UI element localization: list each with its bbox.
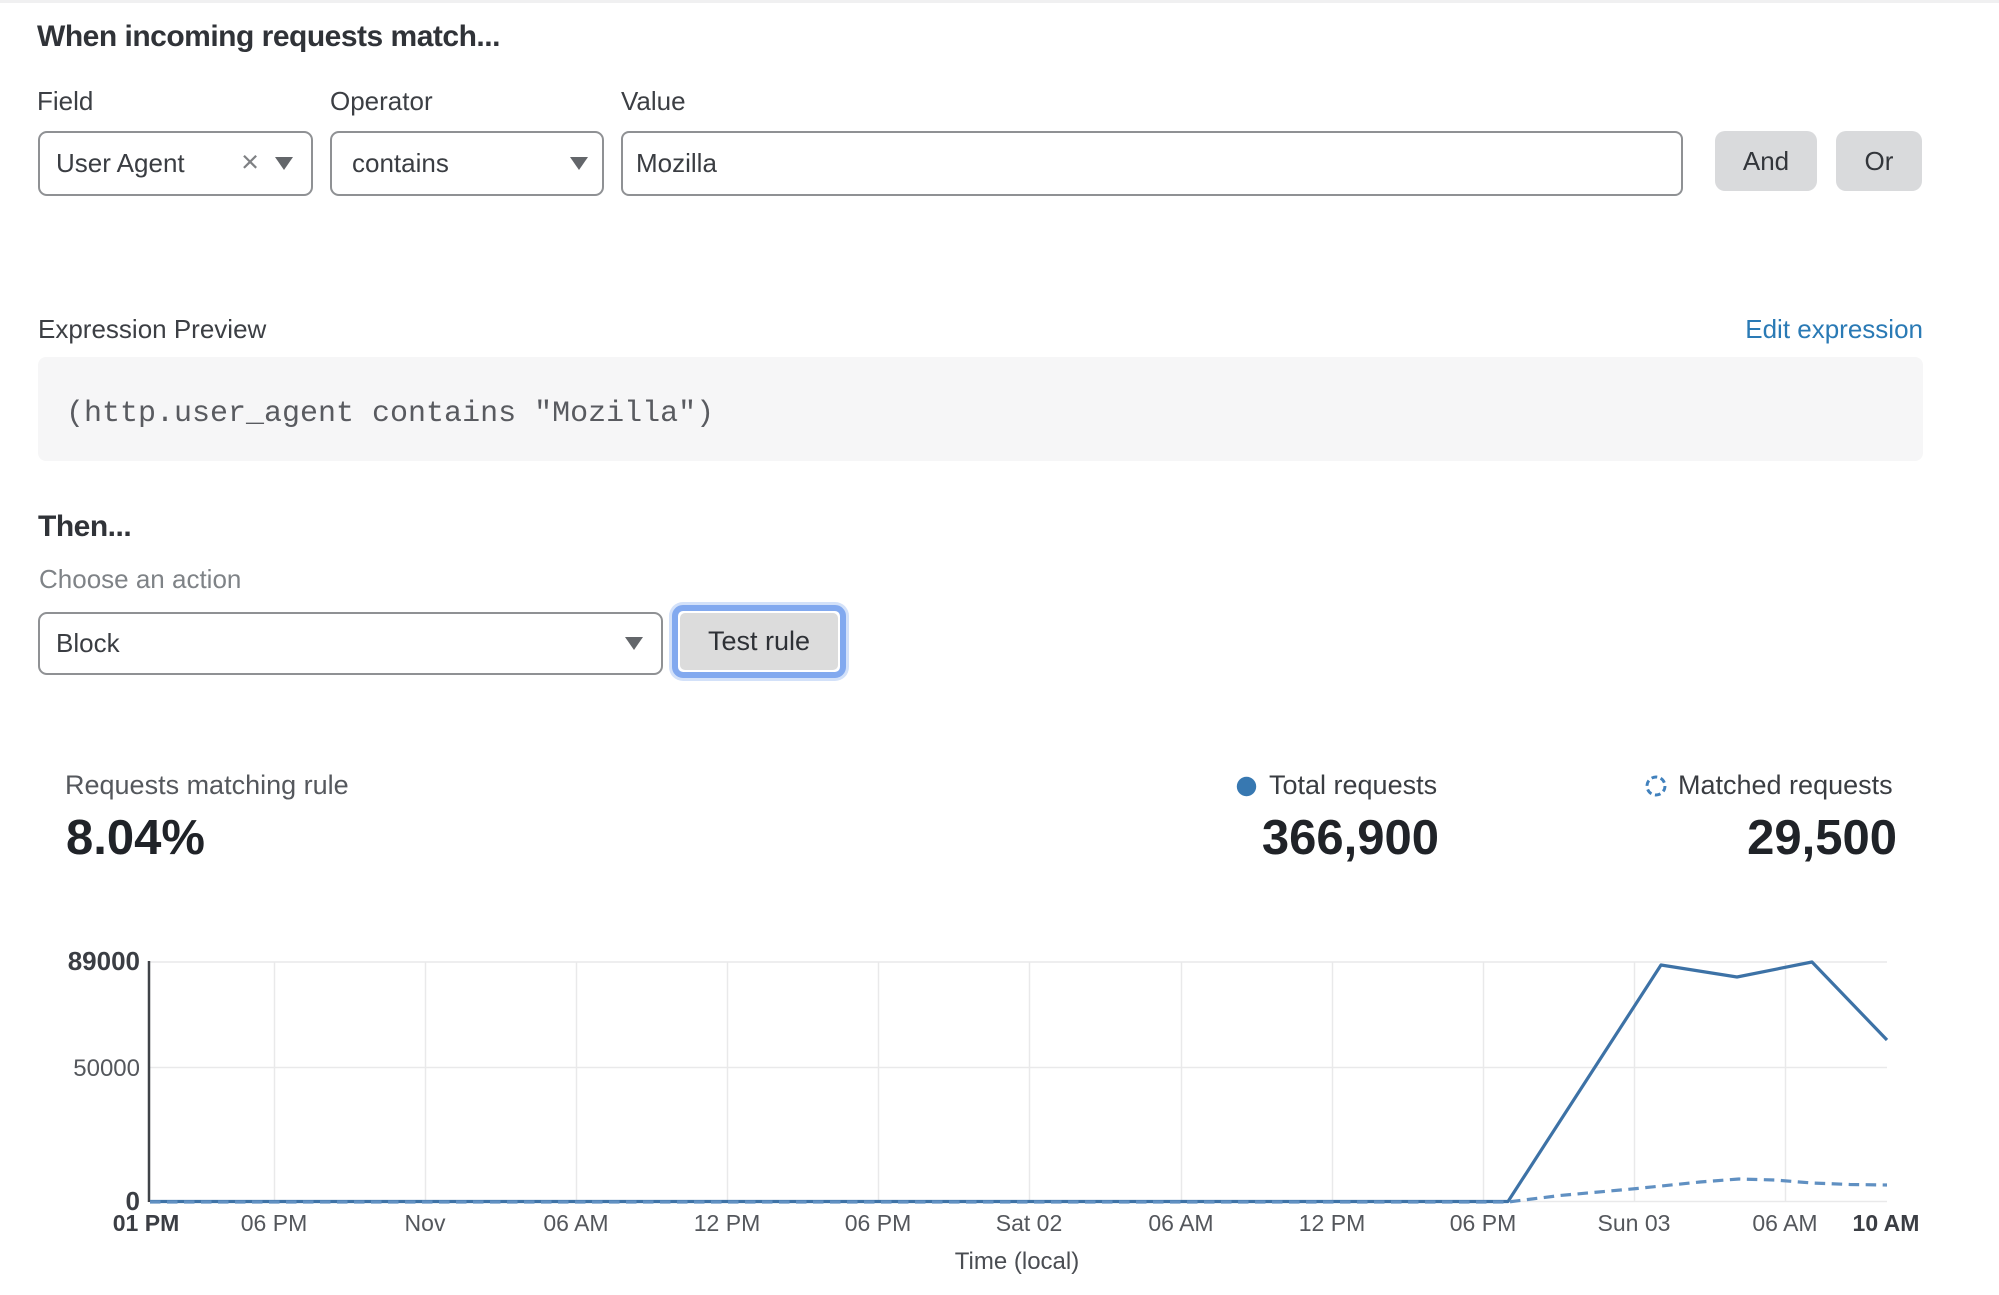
svg-text:0: 0	[126, 1186, 140, 1216]
svg-text:Sun 03: Sun 03	[1598, 1210, 1671, 1236]
svg-text:12 PM: 12 PM	[694, 1210, 760, 1236]
svg-text:10 AM: 10 AM	[1853, 1210, 1920, 1236]
svg-text:06 AM: 06 AM	[1148, 1210, 1213, 1236]
svg-text:06 PM: 06 PM	[241, 1210, 307, 1236]
svg-text:Time (local): Time (local)	[955, 1248, 1079, 1275]
svg-text:06 PM: 06 PM	[1450, 1210, 1516, 1236]
svg-text:Sat 02: Sat 02	[996, 1210, 1063, 1236]
svg-text:89000: 89000	[68, 946, 140, 976]
svg-text:06 PM: 06 PM	[845, 1210, 911, 1236]
svg-text:Nov: Nov	[405, 1210, 446, 1236]
svg-text:12 PM: 12 PM	[1299, 1210, 1365, 1236]
svg-text:01 PM: 01 PM	[113, 1210, 179, 1236]
svg-text:50000: 50000	[73, 1055, 140, 1082]
svg-text:06 AM: 06 AM	[1752, 1210, 1817, 1236]
svg-text:06 AM: 06 AM	[543, 1210, 608, 1236]
